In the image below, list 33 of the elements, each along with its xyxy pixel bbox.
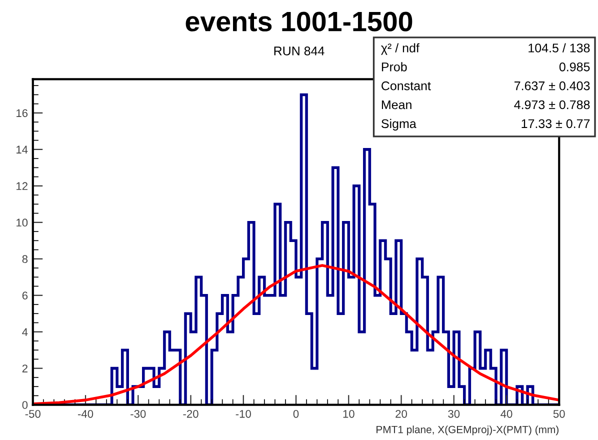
x-tick-label: -20 (183, 410, 198, 418)
y-tick-label: 10 (16, 218, 28, 227)
x-tick-label: -40 (78, 410, 94, 418)
y-tick-label: 8 (22, 255, 28, 264)
annotation: Mean (382, 100, 412, 110)
y-tick-label: 16 (16, 109, 28, 118)
x-tick-label: 0 (293, 410, 299, 418)
annotation: 17.33 ± 0.77 (522, 119, 590, 128)
annotation: 7.637 ± 0.403 (514, 81, 590, 90)
y-tick-label: 0 (22, 401, 28, 409)
annotation: Sigma (381, 118, 416, 131)
y-tick-label: 4 (22, 328, 28, 336)
y-tick-label: 12 (16, 182, 28, 190)
x-tick-label: 20 (396, 410, 408, 418)
chart-subtitle: RUN 844 (274, 46, 324, 56)
x-tick-label: 10 (343, 410, 354, 418)
x-tick-label: -50 (25, 410, 40, 418)
x-axis-title: PMT1 plane, X(GEMproj)-X(PMT) (mm) (376, 426, 558, 436)
x-tick-label: -30 (130, 410, 146, 418)
annotation: 4.973 ± 0.788 (514, 100, 590, 110)
text: 104.5 / 138 (528, 43, 590, 52)
y-tick-label: 2 (22, 364, 28, 372)
text: χ² / ndf (381, 43, 420, 55)
chart-title: events 1001-1500 (186, 12, 412, 32)
y-tick-label: 6 (22, 292, 28, 300)
text: Prob (382, 62, 407, 72)
text: 0.985 (559, 62, 590, 72)
x-tick-label: -10 (236, 410, 251, 418)
y-tick-label: 14 (16, 146, 28, 154)
annotation: Constant (382, 81, 431, 90)
x-tick-label: 40 (500, 410, 512, 418)
x-tick-label: 30 (448, 410, 460, 418)
x-tick-label: 50 (553, 410, 565, 418)
